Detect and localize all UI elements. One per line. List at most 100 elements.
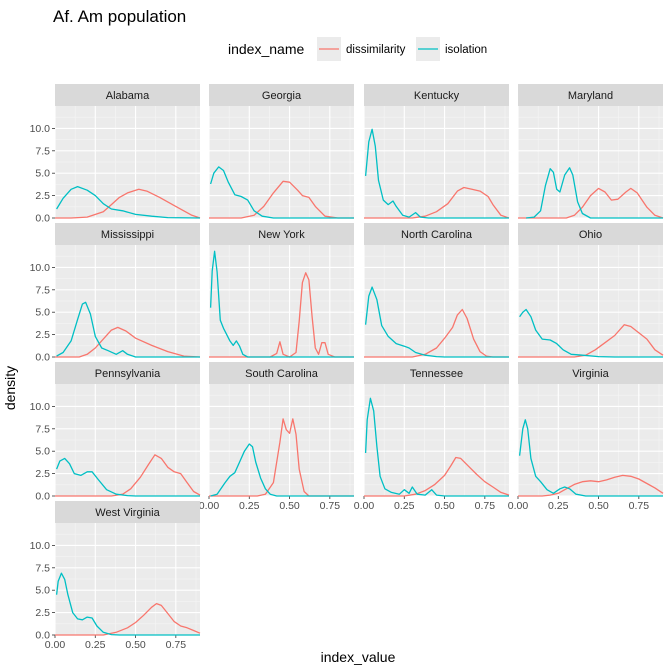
strip-tennessee: [364, 362, 509, 384]
x-tick-label: 0.00: [45, 639, 66, 651]
density-line-kentucky-dissimilarity: [364, 186, 510, 219]
strip-mississippi: [55, 223, 200, 245]
density-line-north-carolina-isolation: [364, 286, 509, 358]
y-tick-label: 0.0: [35, 491, 50, 503]
x-tick-label: 0.75: [320, 500, 341, 512]
y-tick-label: 0.0: [35, 352, 50, 364]
legend-entry-isolation: isolation: [416, 37, 487, 61]
density-line-alabama-isolation: [56, 185, 201, 219]
density-line-mississippi-dissimilarity: [55, 326, 201, 358]
strip-virginia: [518, 362, 663, 384]
x-tick-label: 0.00: [508, 500, 529, 512]
panel-kentucky: Kentucky: [363, 84, 510, 219]
density-line-tennessee-dissimilarity: [364, 456, 510, 497]
density-line-north-carolina-dissimilarity: [364, 308, 509, 358]
legend: index_name dissimilarity isolation: [228, 37, 487, 61]
density-line-georgia-dissimilarity: [209, 180, 354, 219]
panel-tennessee: Tennessee 0.00 0.25 0.50 0.75: [354, 362, 510, 512]
y-tick-label: 5.0: [35, 168, 50, 180]
strip-north-carolina: [364, 223, 509, 245]
x-tick-label: 0.50: [279, 500, 300, 512]
x-tick-label: 0.50: [434, 500, 455, 512]
y-tick-label: 5.0: [35, 585, 50, 597]
strip-label-pennsylvania: Pennsylvania: [95, 368, 161, 380]
strip-label-mississippi: Mississippi: [101, 229, 154, 241]
density-line-maryland-isolation: [526, 167, 663, 219]
strip-label-ohio: Ohio: [579, 229, 602, 241]
x-tick-label: 0.25: [85, 639, 106, 651]
y-tick-label: 0.0: [35, 630, 50, 642]
y-tick-label: 2.5: [35, 190, 50, 202]
strip-georgia: [209, 84, 354, 106]
strip-label-new-york: New York: [258, 229, 305, 241]
y-tick-label: 2.5: [35, 329, 50, 341]
panel-maryland: Maryland: [517, 84, 664, 219]
y-tick-label: 2.5: [35, 468, 50, 480]
strip-label-west-virginia: West Virginia: [95, 507, 160, 519]
density-line-south-carolina-isolation: [210, 443, 354, 497]
panel-north-carolina: North Carolina: [363, 223, 509, 358]
density-line-virginia-isolation: [518, 419, 663, 497]
strip-label-tennessee: Tennessee: [410, 368, 463, 380]
density-line-georgia-isolation: [209, 166, 354, 219]
y-tick-label: 0.0: [35, 213, 50, 225]
x-tick-label: 0.75: [166, 639, 187, 651]
y-tick-label: 7.5: [35, 284, 50, 296]
density-line-mississippi-isolation: [56, 301, 200, 358]
strip-maryland: [518, 84, 663, 106]
strip-south-carolina: [209, 362, 354, 384]
y-tick-label: 10.0: [30, 123, 51, 135]
strip-label-virginia: Virginia: [572, 368, 609, 380]
legend-entry-dissimilarity: dissimilarity: [317, 37, 406, 61]
x-tick-label: 0.00: [354, 500, 375, 512]
y-tick-label: 2.5: [35, 607, 50, 619]
density-line-pennsylvania-isolation: [55, 457, 200, 497]
strip-alabama: [55, 84, 200, 106]
y-tick-label: 10.0: [30, 262, 51, 274]
density-line-new-york-isolation: [209, 250, 354, 358]
density-line-west-virginia-dissimilarity: [55, 602, 201, 636]
density-line-pennsylvania-dissimilarity: [55, 454, 201, 497]
facet-panels: Alabama 0.0 2.5 5.0 7.5 10.0 Georgia Kentucky Ma…: [30, 84, 664, 651]
density-line-west-virginia-isolation: [55, 572, 200, 636]
strip-ohio: [518, 223, 663, 245]
y-tick-label: 10.0: [30, 540, 51, 552]
density-line-south-carolina-dissimilarity: [209, 418, 354, 497]
strip-label-alabama: Alabama: [106, 90, 150, 102]
legend-title: index_name: [228, 41, 304, 57]
x-tick-label: 0.25: [548, 500, 569, 512]
panel-ohio: Ohio: [517, 223, 664, 358]
strip-label-maryland: Maryland: [568, 90, 613, 102]
strip-pennsylvania: [55, 362, 200, 384]
legend-label-dissimilarity: dissimilarity: [346, 44, 406, 56]
y-tick-label: 7.5: [35, 423, 50, 435]
legend-label-isolation: isolation: [445, 44, 487, 56]
density-line-alabama-dissimilarity: [55, 188, 201, 219]
strip-kentucky: [364, 84, 509, 106]
x-tick-label: 0.75: [629, 500, 650, 512]
strip-label-north-carolina: North Carolina: [401, 229, 473, 241]
density-line-virginia-dissimilarity: [518, 474, 664, 497]
panel-virginia: Virginia 0.00 0.25 0.50 0.75: [508, 362, 664, 512]
x-tick-label: 0.50: [125, 639, 146, 651]
x-tick-label: 0.25: [239, 500, 260, 512]
panel-georgia: Georgia: [208, 84, 354, 219]
panel-alabama: Alabama 0.0 2.5 5.0 7.5 10.0: [30, 84, 201, 225]
strip-label-georgia: Georgia: [262, 90, 302, 102]
x-tick-label: 0.25: [394, 500, 415, 512]
panel-mississippi: Mississippi 0.0 2.5 5.0 7.5 10.0: [30, 223, 201, 364]
density-line-ohio-isolation: [519, 308, 663, 358]
density-line-tennessee-isolation: [364, 397, 509, 497]
chart-title: Af. Am population: [53, 7, 186, 26]
y-tick-label: 10.0: [30, 401, 51, 413]
strip-label-kentucky: Kentucky: [414, 90, 460, 102]
x-tick-label: 0.50: [588, 500, 609, 512]
strip-label-south-carolina: South Carolina: [245, 368, 319, 380]
x-axis-title: index_value: [321, 649, 396, 665]
y-tick-label: 7.5: [35, 562, 50, 574]
density-line-maryland-dissimilarity: [518, 187, 664, 219]
y-tick-label: 5.0: [35, 446, 50, 458]
x-tick-label: 0.00: [199, 500, 220, 512]
y-tick-label: 5.0: [35, 307, 50, 319]
